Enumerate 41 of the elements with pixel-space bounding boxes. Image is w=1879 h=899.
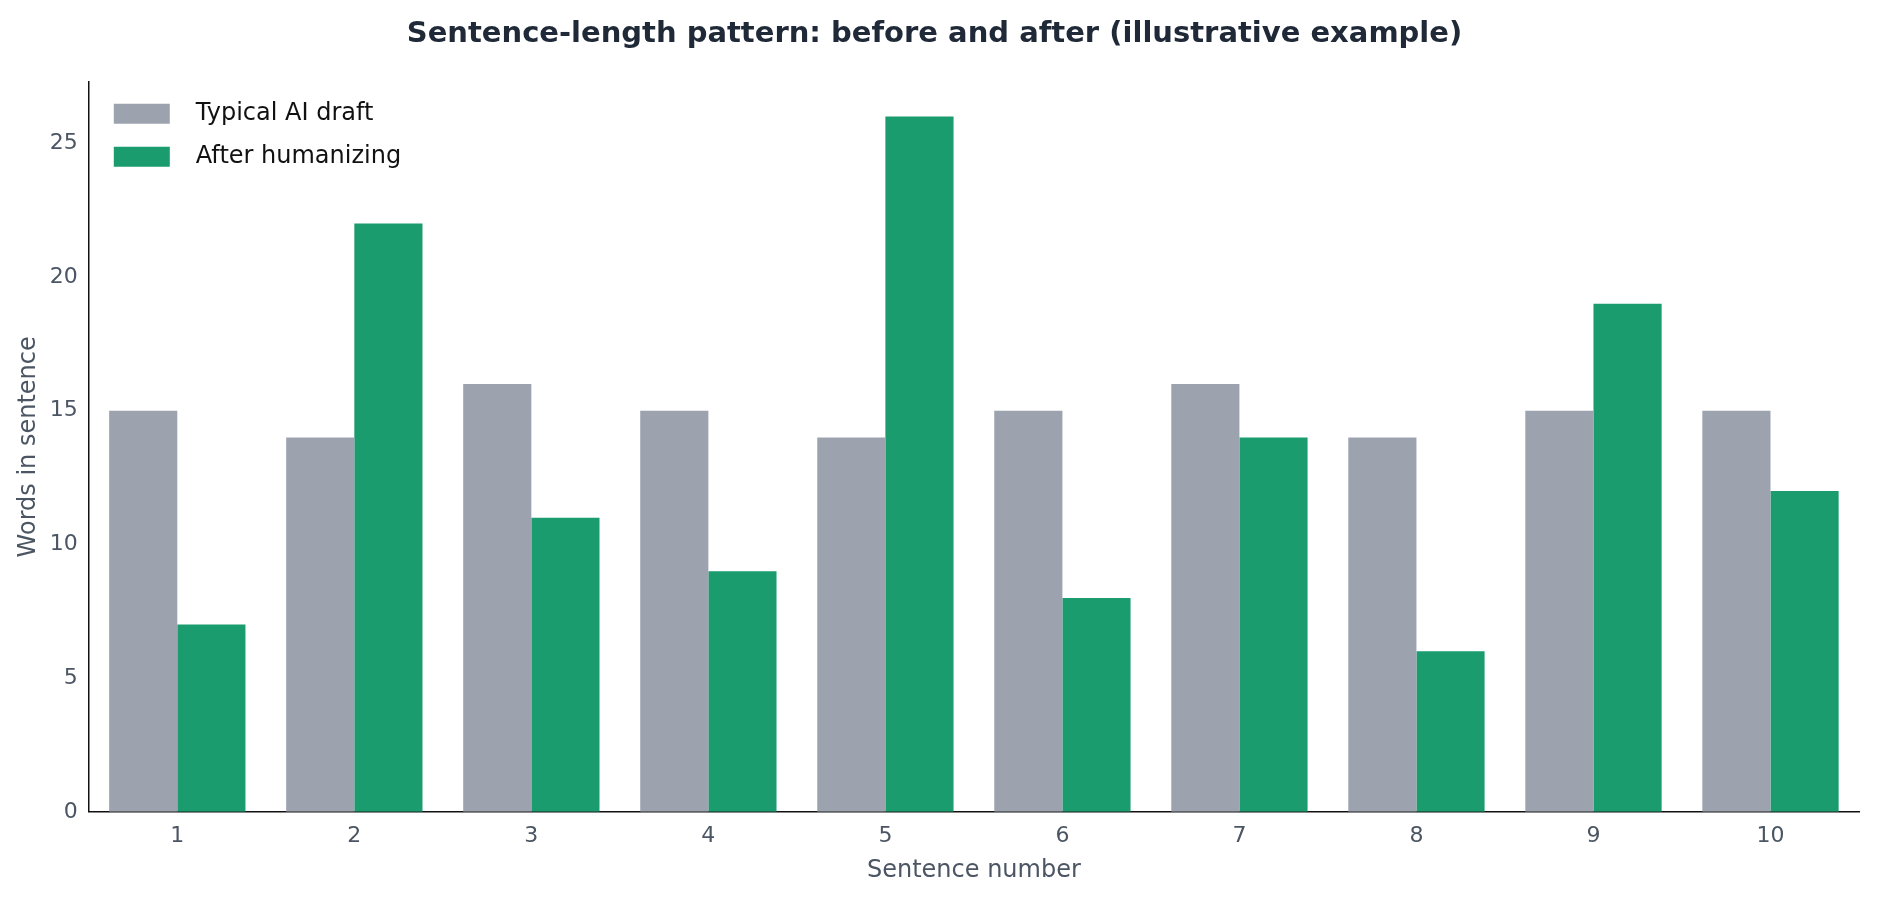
bar [286, 437, 355, 812]
x-tick-label: 10 [1756, 821, 1785, 847]
bar [1702, 410, 1771, 812]
x-tick-label: 5 [878, 821, 893, 847]
y-axis-title: Words in sentence [12, 336, 41, 558]
bar [885, 116, 954, 812]
x-tick-label: 3 [524, 821, 539, 847]
x-axis-title: Sentence number [866, 854, 1081, 883]
bar [354, 223, 423, 812]
bar [817, 437, 886, 812]
y-tick-label: 5 [63, 663, 78, 689]
bar [1239, 437, 1308, 812]
x-tick-label: 7 [1232, 821, 1247, 847]
legend-label: Typical AI draft [194, 98, 374, 127]
y-tick-label: 0 [63, 797, 78, 823]
y-tick-label: 20 [49, 262, 78, 288]
bar [177, 624, 246, 812]
x-tick-label: 1 [170, 821, 185, 847]
bar [1593, 303, 1662, 812]
x-tick-label: 6 [1055, 821, 1070, 847]
bar [708, 571, 777, 812]
bar [463, 383, 532, 812]
bar [1525, 410, 1594, 812]
bar [1348, 437, 1417, 812]
x-tick-label: 2 [347, 821, 362, 847]
y-tick-label: 15 [49, 396, 78, 422]
x-tick-label: 9 [1586, 821, 1601, 847]
bar [994, 410, 1063, 812]
bar [1770, 490, 1839, 812]
y-tick-label: 25 [49, 129, 78, 155]
y-tick-label: 10 [49, 530, 78, 556]
bar [640, 410, 709, 812]
x-tick-label: 8 [1409, 821, 1424, 847]
bar [1171, 383, 1240, 812]
bar [1416, 651, 1485, 812]
legend-label: After humanizing [195, 141, 402, 170]
x-tick-label: 4 [701, 821, 716, 847]
bar [109, 410, 178, 812]
chart-title: Sentence-length pattern: before and after (illustrative example) [406, 14, 1463, 49]
bar [531, 517, 600, 812]
bar [1062, 597, 1131, 812]
